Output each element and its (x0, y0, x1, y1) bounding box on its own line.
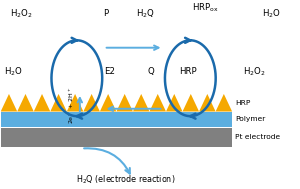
Polygon shape (149, 94, 166, 112)
Polygon shape (100, 94, 116, 112)
Text: H$_2$O$_2$: H$_2$O$_2$ (243, 66, 266, 78)
Polygon shape (1, 94, 17, 112)
Text: H$_2$O$_2$: H$_2$O$_2$ (10, 7, 32, 20)
Text: HRP: HRP (235, 100, 250, 106)
Text: H$_2$O: H$_2$O (4, 66, 22, 78)
Text: E2: E2 (104, 67, 115, 76)
Bar (1, 128, 232, 147)
Polygon shape (199, 94, 216, 112)
Polygon shape (166, 94, 182, 112)
Polygon shape (34, 94, 50, 112)
Bar (1, 112, 232, 127)
Polygon shape (50, 94, 67, 112)
Text: H$_2$Q (electrode reaction): H$_2$Q (electrode reaction) (76, 174, 176, 186)
Text: P: P (103, 9, 108, 18)
Polygon shape (17, 94, 34, 112)
Polygon shape (116, 94, 133, 112)
Polygon shape (67, 94, 83, 112)
Text: HRP: HRP (179, 67, 197, 76)
Polygon shape (216, 94, 232, 112)
Polygon shape (133, 94, 149, 112)
Text: H$_2$Q: H$_2$Q (136, 7, 155, 20)
Polygon shape (83, 94, 100, 112)
Text: H$_2$O: H$_2$O (262, 7, 281, 20)
Text: Polymer: Polymer (235, 116, 266, 122)
Text: HRP$_{\rm ox}$: HRP$_{\rm ox}$ (192, 2, 219, 14)
Text: 2e$^-$ + 2H$^+$: 2e$^-$ + 2H$^+$ (67, 86, 76, 124)
Polygon shape (182, 94, 199, 112)
Text: Pt electrode: Pt electrode (235, 134, 280, 140)
Text: Q: Q (148, 67, 155, 76)
